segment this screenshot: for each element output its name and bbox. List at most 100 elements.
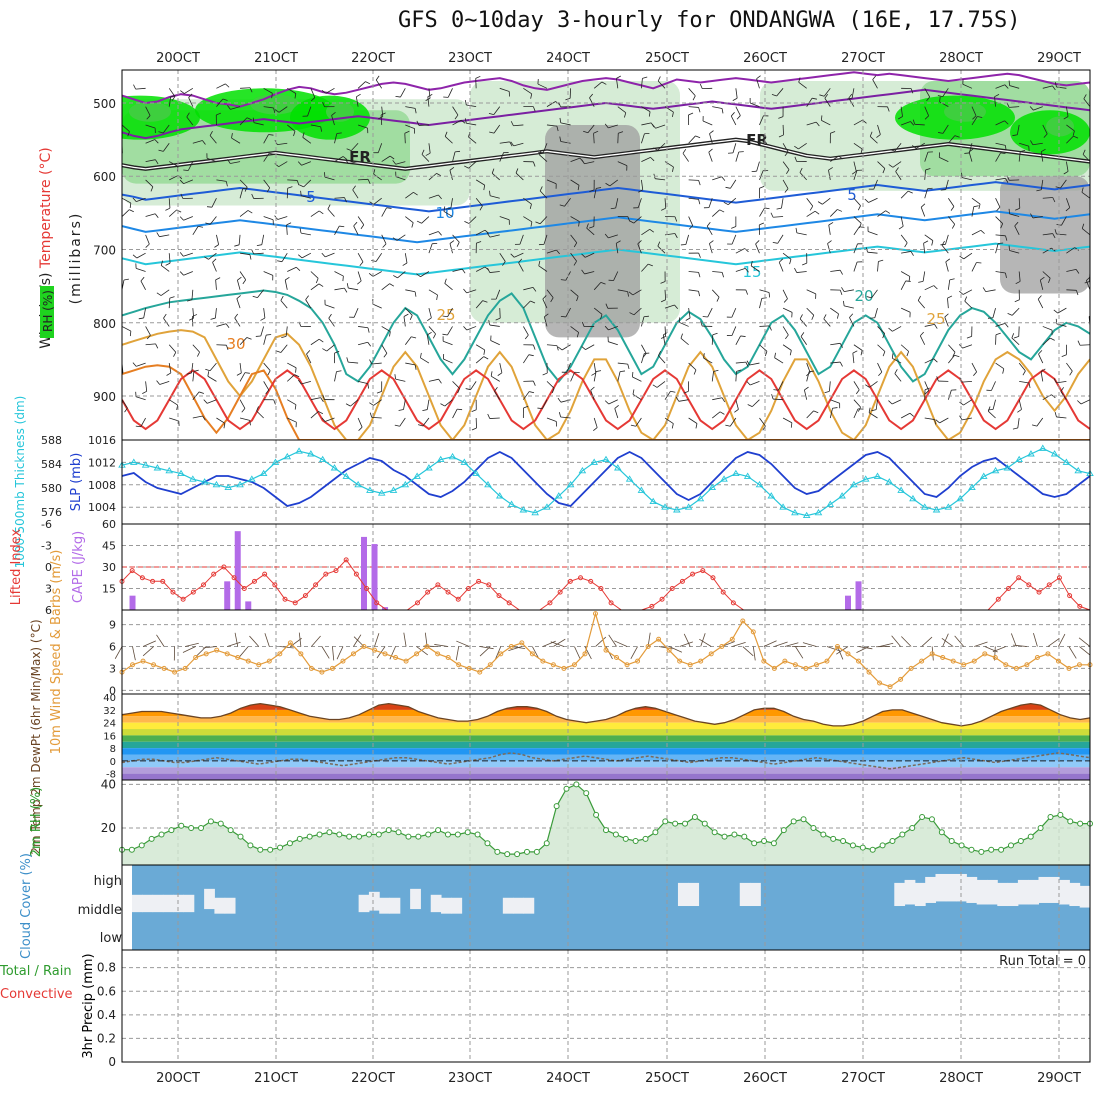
wind-barb-flag (180, 90, 185, 94)
cloud-layer-label: middle (78, 903, 122, 918)
wind-barb (396, 234, 406, 241)
temperature-line (121, 702, 1091, 727)
wind-barb (703, 357, 713, 364)
wind-barb-flag (244, 186, 248, 192)
wind-barb (420, 271, 430, 278)
surface-wind-barb (901, 636, 912, 647)
wind-marker (193, 654, 199, 660)
date-label-top: 29OCT (1037, 51, 1081, 66)
wind-barb-flag (1005, 235, 1008, 241)
wind-barb (287, 417, 297, 423)
wind-barb-flag (721, 108, 724, 114)
wind-barb-flag (857, 406, 861, 412)
cloud-segment (750, 882, 761, 907)
wind-barb-flag (461, 119, 466, 124)
wind-barb-flag (620, 370, 626, 373)
wind-barb (168, 198, 171, 209)
surface-wind-barb (185, 642, 199, 647)
wind-barb-flag (629, 220, 635, 224)
wind-barb (278, 161, 288, 168)
slp-marker (200, 478, 209, 485)
surface-wind-barb (699, 638, 712, 647)
wind-barb-flag (180, 193, 184, 199)
wind-barb (641, 122, 652, 126)
li-marker (690, 571, 696, 577)
wind-barb-flag (1086, 276, 1090, 281)
wind-barb-flag (576, 332, 579, 338)
wind-barb-flag (234, 313, 239, 319)
wind-barb-flag (907, 190, 913, 194)
temp-tick: 32 (103, 706, 116, 717)
wind-marker (666, 647, 672, 653)
wind-barb-flag (135, 425, 141, 428)
wind-barb (782, 161, 790, 170)
wind-marker (719, 644, 725, 650)
wind-barb-flag (601, 81, 607, 85)
wind-barb (759, 207, 765, 217)
li-marker (211, 571, 217, 577)
wind-barb-flag (811, 97, 818, 100)
wind-barb (992, 399, 996, 410)
li-marker (1046, 582, 1052, 588)
wind-barb (892, 357, 902, 364)
wind-barb (730, 179, 737, 189)
wind-barb (944, 316, 949, 327)
wind-barb-flag (600, 314, 603, 320)
wind-barb (169, 161, 179, 167)
wind-barb-flag (1000, 223, 1004, 229)
wind-barb (499, 252, 506, 262)
wind-tick: 0 (109, 684, 116, 697)
wind-barb-flag (509, 141, 513, 147)
wind-barb (947, 390, 952, 400)
wind-barb (963, 399, 973, 406)
rh-marker (158, 831, 165, 838)
rh-marker (296, 835, 303, 842)
wind-barb (168, 298, 171, 309)
wind-barb-flag (214, 244, 219, 248)
wind-barb-flag (1006, 102, 1010, 108)
wind-barb (324, 417, 335, 422)
wind-barb-flag (672, 111, 674, 118)
wind-barb-flag (539, 186, 543, 192)
cape-ylabel: CAPE (J/kg) (71, 531, 86, 603)
surface-wind-barb (974, 641, 988, 647)
slp-marker (779, 503, 787, 510)
wind-barb (877, 124, 881, 135)
wind-barb-flag (878, 371, 883, 377)
slp-marker (130, 458, 138, 465)
wind-marker (571, 662, 577, 668)
wind-marker (214, 647, 220, 653)
wind-barb-flag (794, 267, 798, 273)
contour-label: 15 (742, 263, 761, 281)
wind-barb (995, 322, 1006, 327)
wind-barb-flag (746, 360, 750, 366)
wind-barb-flag (600, 281, 606, 285)
wind-barb (806, 371, 810, 382)
wind-barb (830, 155, 839, 162)
wind-barb (853, 243, 858, 254)
wind-barb-flag (852, 350, 858, 354)
surface-wind-barb (542, 640, 556, 647)
wind-barb (828, 224, 831, 235)
wind-barb (263, 179, 271, 189)
wind-barb-flag (205, 368, 211, 372)
wind-barb-flag (427, 317, 432, 322)
cloud-segment (142, 894, 154, 913)
wind-barb (381, 106, 384, 117)
wind-barb-flag (202, 415, 206, 421)
li-marker (333, 568, 339, 574)
wind-barb-flag (573, 260, 577, 266)
cloud-segment (1048, 876, 1060, 903)
wind-barb-flag (127, 131, 130, 137)
wind-barb-flag (820, 115, 823, 121)
wind-barb-flag (404, 130, 410, 134)
slp-marker (554, 492, 563, 499)
wind-barb (853, 216, 862, 224)
wind-barb-flag (864, 198, 869, 203)
wind-barb (565, 307, 571, 318)
wind-barb (475, 229, 486, 236)
wind-barb (287, 362, 297, 369)
rh-marker (356, 833, 363, 840)
wind-barb (1089, 216, 1090, 217)
